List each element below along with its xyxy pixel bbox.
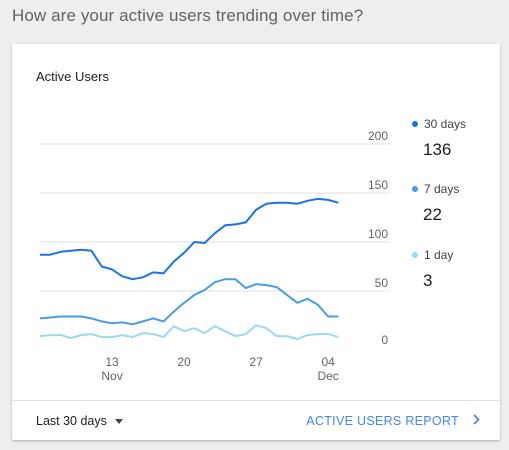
y-tick-label: 150: [368, 178, 388, 192]
legend-dot-icon: [412, 121, 418, 127]
section-heading: How are your active users trending over …: [12, 6, 364, 25]
y-tick-label: 50: [375, 276, 389, 290]
x-tick-sublabel: Nov: [101, 369, 122, 383]
y-tick-label: 200: [368, 129, 388, 143]
x-tick-label: 13: [105, 355, 119, 369]
y-tick-label: 100: [368, 227, 388, 241]
y-tick-label: 0: [381, 333, 388, 347]
series-line-30-days: [40, 197, 339, 281]
legend-1-day: 1 day 3: [412, 248, 453, 291]
date-range-dropdown[interactable]: Last 30 days: [36, 414, 123, 428]
x-tick-label: 04: [321, 355, 335, 369]
x-tick-label: 20: [177, 355, 191, 369]
legend-label: 7 days: [424, 182, 460, 196]
series-line-1-day: [39, 324, 339, 340]
dropdown-caret-icon: [114, 418, 123, 424]
series-line-7-days: [39, 278, 339, 326]
x-tick-sublabel: Dec: [317, 369, 338, 383]
card-title: Active Users: [36, 69, 109, 84]
report-link-label: ACTIVE USERS REPORT: [306, 414, 459, 428]
legend-label: 1 day: [424, 248, 454, 262]
card-divider: [12, 400, 500, 401]
chart-grid: [40, 143, 390, 292]
legend-dot-icon: [412, 186, 418, 192]
legend-dot-icon: [412, 252, 418, 258]
active-users-report-link[interactable]: ACTIVE USERS REPORT: [306, 414, 480, 428]
legend-30-days: 30 days 136: [412, 117, 466, 160]
legend-7-days: 7 days 22: [412, 182, 459, 225]
active-users-card: Active Users 0 50 100 150 200 13 Nov 20 27 04 Dec …: [12, 44, 500, 440]
legend-value: 3: [423, 271, 433, 290]
legend-label: 30 days: [424, 117, 467, 131]
date-range-label: Last 30 days: [36, 414, 107, 428]
chart-series: [39, 197, 339, 340]
x-tick-label: 27: [249, 355, 263, 369]
chevron-right-icon: [473, 414, 480, 428]
legend-value: 22: [423, 205, 442, 224]
legend-value: 136: [423, 140, 452, 159]
